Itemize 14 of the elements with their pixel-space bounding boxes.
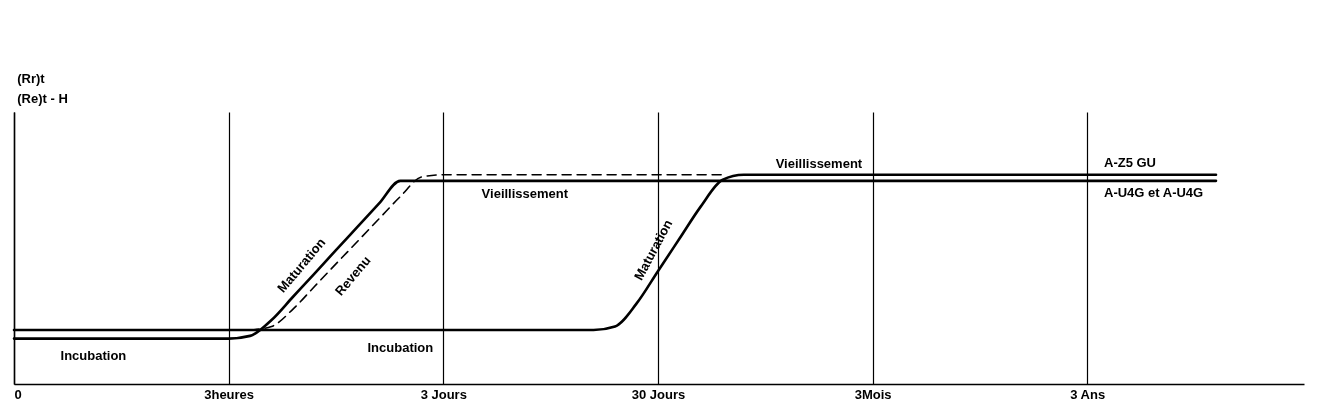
annotation: Vieillissement bbox=[481, 185, 569, 201]
text: (Rr)t bbox=[17, 70, 46, 86]
x-tick-label: 30 Jours bbox=[631, 386, 686, 402]
x-tick-label: 3 Ans bbox=[1070, 386, 1106, 402]
x-tick-label: 3 Jours bbox=[420, 386, 467, 402]
series-label: A-U4G et A-U4G bbox=[1104, 184, 1204, 200]
series-label: A-Z5 GU bbox=[1104, 154, 1156, 170]
x-tick-label: 3heures bbox=[204, 386, 255, 402]
text: Vieillissement bbox=[775, 155, 863, 171]
x-tick-label: 3Mois bbox=[854, 386, 892, 402]
x-tick-label: 0 bbox=[14, 386, 22, 402]
annotation: Incubation bbox=[367, 340, 434, 356]
annotation: Incubation bbox=[60, 347, 127, 363]
text: (Re)t - H bbox=[17, 91, 68, 107]
